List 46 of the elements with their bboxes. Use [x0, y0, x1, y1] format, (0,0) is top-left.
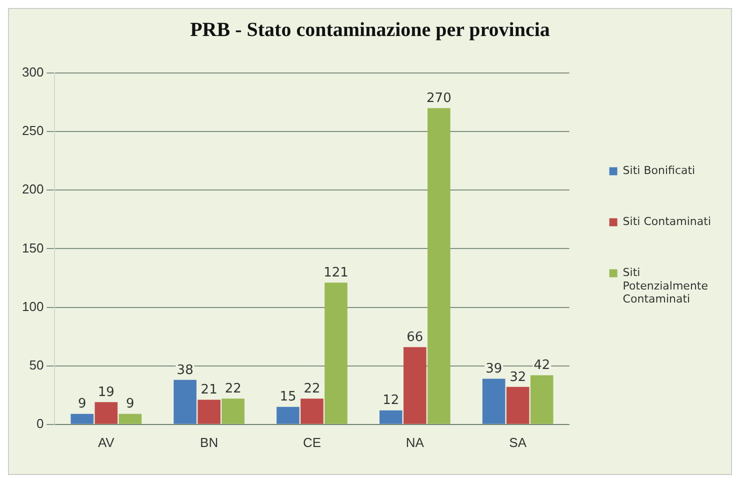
data-label: 66	[406, 330, 424, 345]
y-tick-label: 0	[36, 416, 44, 431]
data-label: 19	[98, 385, 114, 400]
bar	[530, 375, 554, 424]
bar	[428, 108, 450, 424]
y-tick-label: 50	[29, 357, 44, 372]
data-label: 9	[126, 396, 134, 412]
data-label: 22	[224, 382, 242, 397]
bar	[404, 347, 426, 424]
bar	[506, 386, 530, 424]
data-label: 32	[510, 370, 526, 385]
bar	[198, 400, 220, 424]
bar	[380, 410, 402, 424]
y-tick-label: 200	[22, 182, 44, 197]
x-tick-label: CE	[302, 434, 322, 450]
x-tick-label: SA	[509, 434, 527, 450]
bar	[174, 380, 196, 424]
data-label: 39	[486, 362, 502, 377]
data-label: 9	[78, 396, 86, 412]
bar	[94, 402, 118, 424]
bar	[118, 414, 142, 424]
y-tick-label: 300	[22, 64, 44, 80]
bar	[70, 414, 94, 424]
chart-title: PRB - Stato contaminazione per provincia	[190, 19, 550, 42]
data-label: 22	[304, 382, 320, 397]
bar	[324, 282, 348, 424]
y-tick-label: 250	[22, 123, 44, 138]
data-label: 121	[324, 266, 348, 281]
legend-label: Siti Bonificati	[622, 164, 696, 178]
data-label: 12	[382, 393, 400, 408]
bar	[482, 378, 506, 424]
bar	[276, 406, 300, 424]
data-label: 38	[176, 362, 194, 378]
data-label: 42	[534, 358, 550, 374]
x-tick-label: NA	[406, 434, 424, 450]
y-tick-label: 100	[22, 298, 44, 314]
legend-label: Siti Potenzialmente Contaminati	[622, 266, 708, 306]
x-tick-label: AV	[98, 434, 115, 450]
bar	[300, 398, 324, 424]
bar	[222, 398, 244, 424]
y-tick-label: 150	[22, 240, 44, 256]
x-tick-label: BN	[200, 434, 218, 450]
data-label: 15	[280, 390, 296, 405]
data-label: 21	[200, 382, 218, 398]
legend-label: Siti Contaminati	[622, 215, 712, 228]
data-label: 270	[426, 91, 452, 106]
